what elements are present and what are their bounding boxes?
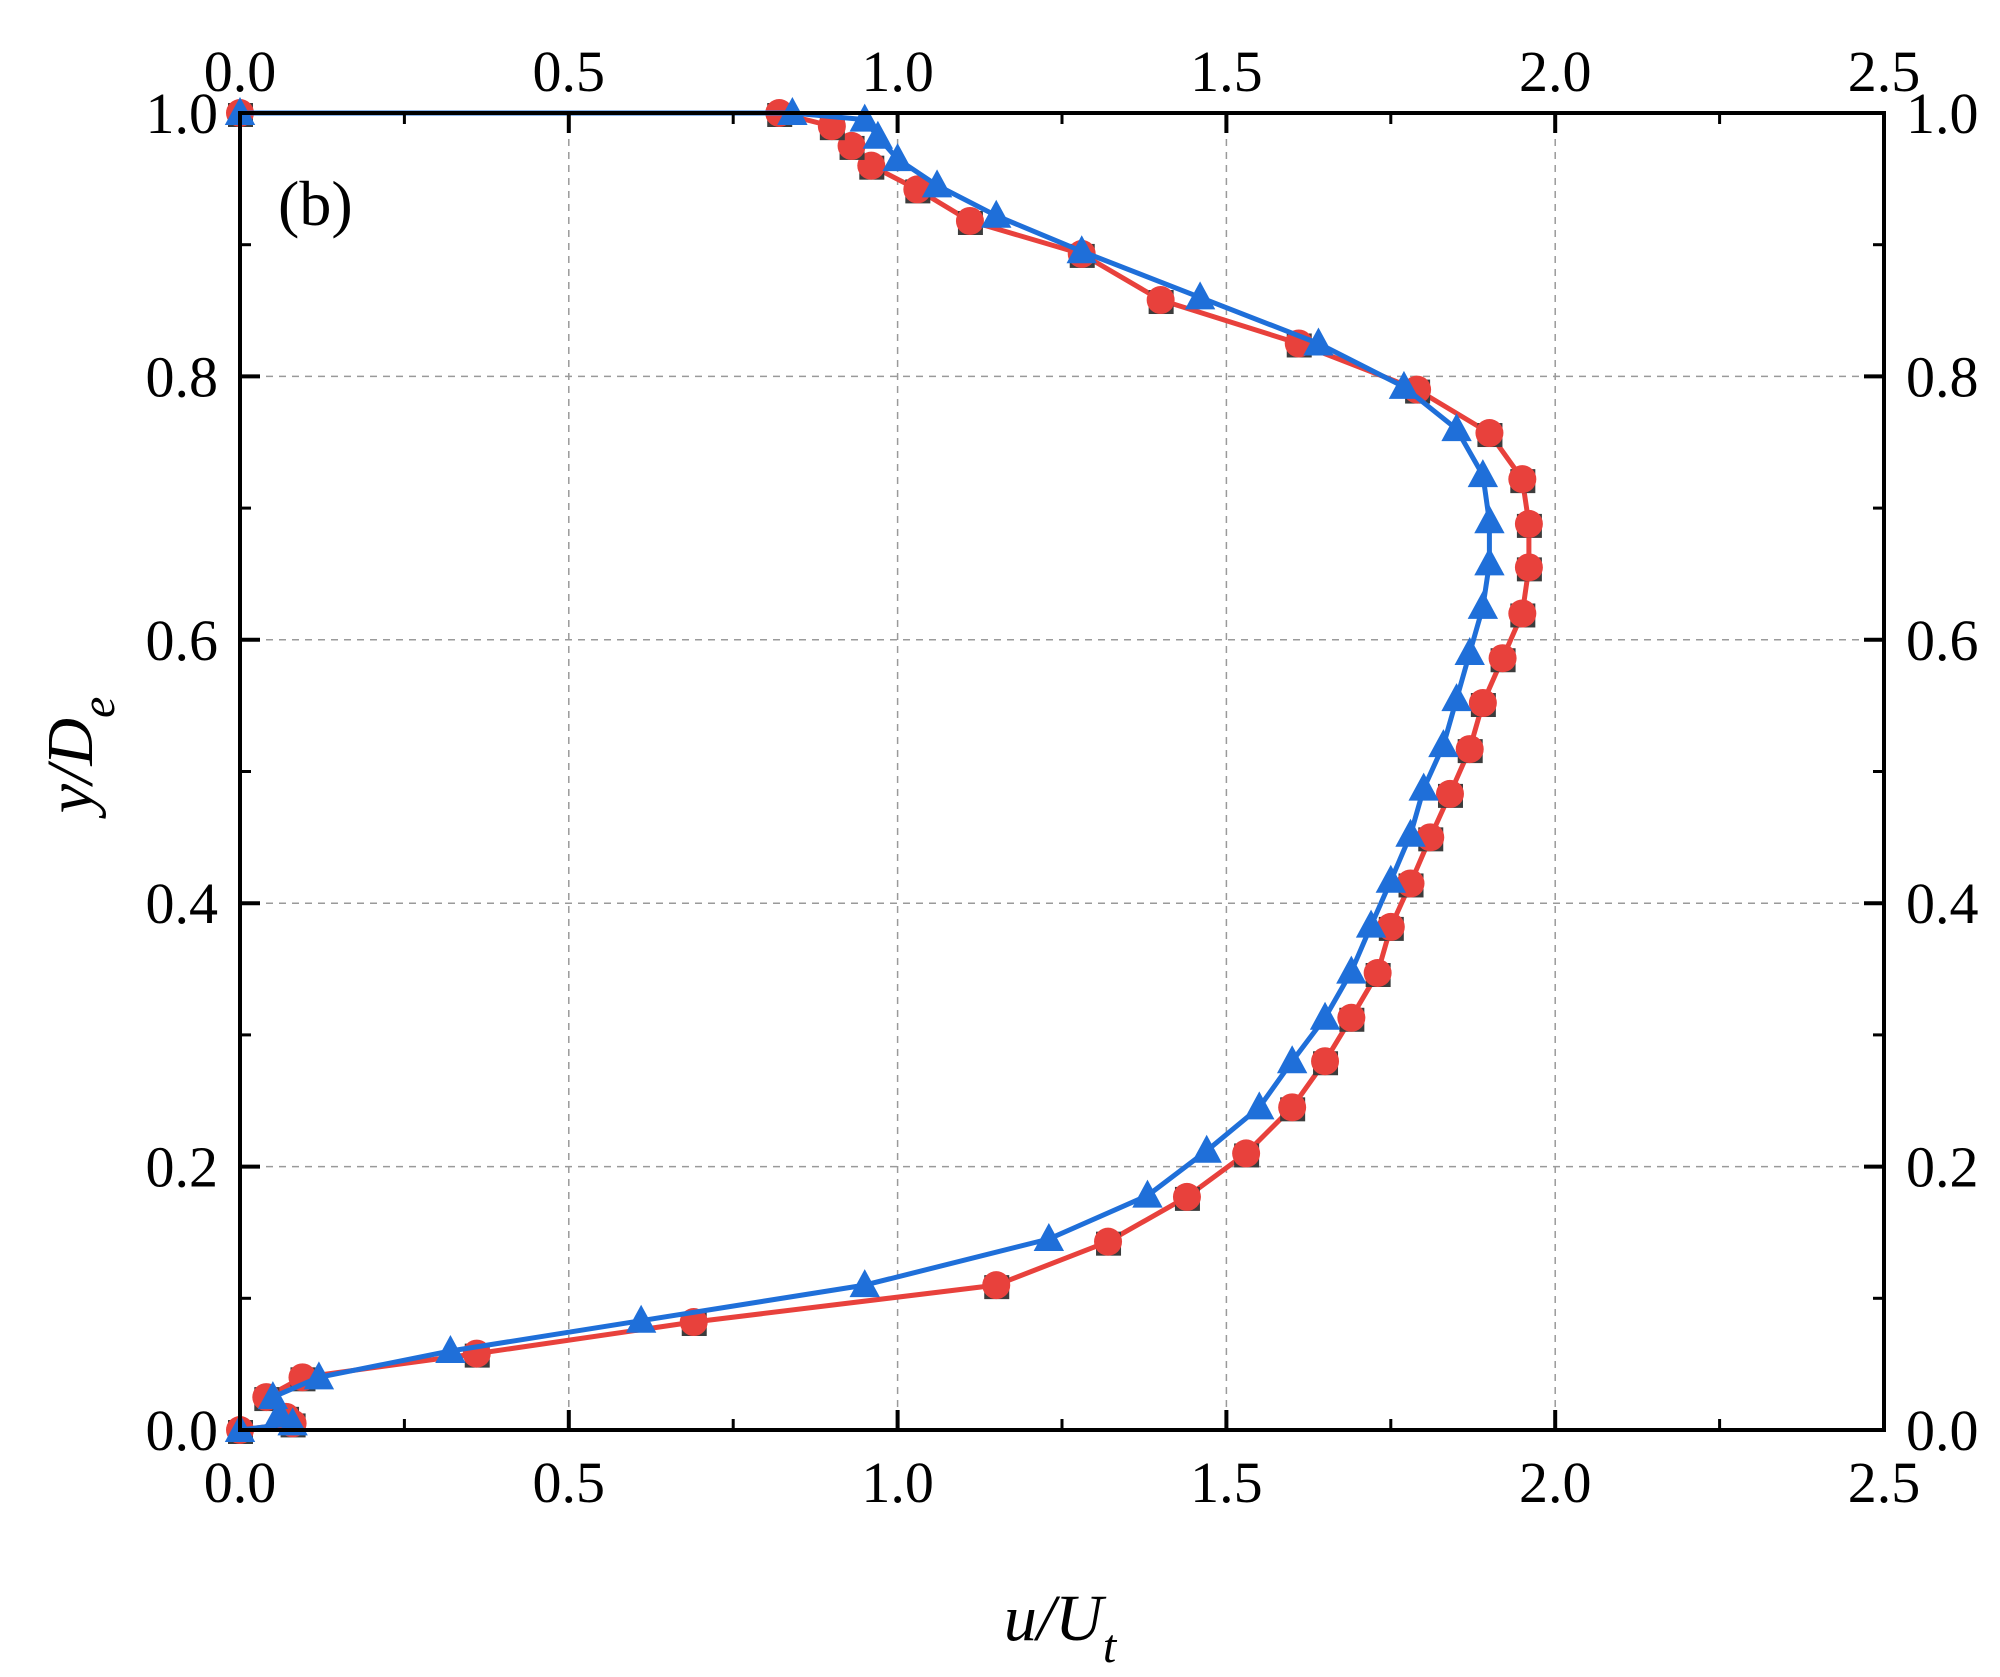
y-tick-label-right: 1.0 — [1906, 81, 1979, 146]
series-2-point — [435, 1334, 466, 1363]
series-2-point — [1244, 1091, 1275, 1120]
series-2-point — [303, 1361, 335, 1390]
y-axis-title-main: y/D — [34, 718, 107, 819]
y-tick-label-left: 0.6 — [146, 608, 219, 673]
y-tick-label-left: 0.8 — [146, 344, 219, 409]
y-axis-title-sub: e — [72, 697, 125, 718]
series-2-point — [1441, 413, 1472, 442]
x-tick-label-bottom: 0.0 — [204, 1450, 277, 1515]
series-2-point — [1191, 1134, 1222, 1163]
grid-layer — [240, 113, 1884, 1430]
tick-layer — [238, 111, 1886, 1432]
x-tick-label-top: 2.5 — [1848, 39, 1921, 104]
x-axis-title-main: u/U — [1004, 1582, 1107, 1655]
x-tick-label-bottom: 1.5 — [1190, 1450, 1263, 1515]
x-tick-label-bottom: 0.5 — [533, 1450, 606, 1515]
series-1-point — [1337, 1003, 1366, 1032]
x-tick-label-top: 2.0 — [1519, 39, 1592, 104]
series-1-point — [1232, 1139, 1261, 1168]
y-tick-label-right: 0.6 — [1906, 608, 1979, 673]
series-2-point — [882, 143, 913, 172]
series-2-point — [1033, 1223, 1065, 1252]
series-1-point — [1435, 779, 1464, 808]
y-tick-label-right: 0.2 — [1906, 1135, 1979, 1200]
y-axis-title: y/De — [34, 697, 125, 820]
y-tick-label-right: 0.4 — [1906, 871, 1979, 936]
series-2-point — [1309, 1001, 1341, 1030]
y-tick-label-right: 0.0 — [1906, 1398, 1979, 1463]
series-2-point — [625, 1304, 657, 1333]
series-2-point — [921, 169, 953, 198]
series-1-point — [1508, 599, 1537, 628]
x-axis-title-sub: t — [1103, 1620, 1118, 1673]
series-1-point — [1094, 1227, 1123, 1256]
series-2-point — [862, 120, 894, 149]
series-1-point — [982, 1271, 1011, 1300]
series-2-point — [257, 1381, 289, 1410]
series-1-point — [955, 206, 984, 235]
y-tick-label-right: 0.8 — [1906, 344, 1979, 409]
series-2-point — [1474, 505, 1505, 534]
series-1-point — [1468, 689, 1497, 718]
series-1 — [226, 99, 1543, 1444]
x-tick-label-bottom: 2.5 — [1848, 1450, 1921, 1515]
y-tick-label-left: 1.0 — [146, 81, 219, 146]
series-2-point — [1441, 683, 1472, 712]
series-2-point — [1276, 1045, 1308, 1074]
series-2-point — [981, 199, 1012, 228]
series-1-point — [1278, 1093, 1307, 1122]
series-1-point — [1488, 644, 1517, 673]
x-tick-label-bottom: 2.0 — [1519, 1450, 1592, 1515]
series-1-point — [1514, 553, 1543, 582]
x-tick-label-top: 1.0 — [861, 39, 934, 104]
series-2-point — [1467, 459, 1499, 488]
series-2-point — [1184, 281, 1216, 310]
series-2-point — [1303, 327, 1334, 356]
label-layer: 0.00.00.50.51.01.01.51.52.02.02.52.50.0 0… — [146, 39, 1979, 1515]
x-tick-label-top: 0.5 — [533, 39, 606, 104]
series-layer — [224, 97, 1543, 1444]
series-2 — [224, 97, 1505, 1442]
series-2-point — [849, 103, 880, 132]
panel-label: (b) — [278, 168, 353, 239]
series-1-point — [1363, 959, 1392, 988]
series-2-point — [1408, 772, 1439, 801]
series-1-point — [1508, 465, 1537, 494]
series-2-line — [239, 110, 1492, 1433]
series-2-point — [1388, 370, 1420, 399]
y-tick-label-left: 0.4 — [146, 871, 219, 936]
series-2-point — [849, 1269, 880, 1298]
series-2-point — [1467, 590, 1499, 619]
series-1-line — [239, 110, 1532, 1433]
series-2-point — [1428, 729, 1459, 758]
y-tick-label-left: 0.0 — [146, 1398, 219, 1463]
series-2-point — [1355, 909, 1387, 938]
y-tick-label-left: 0.2 — [146, 1135, 219, 1200]
series-2-point — [1474, 547, 1505, 576]
series-1-point — [1455, 735, 1484, 764]
x-axis-title: u/Ut — [1004, 1582, 1118, 1673]
x-tick-label-bottom: 1.0 — [861, 1450, 934, 1515]
series-1-point — [1475, 419, 1504, 448]
series-2-point — [1395, 818, 1426, 847]
series-1-point — [1172, 1182, 1201, 1211]
series-2-point — [1375, 864, 1406, 893]
series-1-point — [1311, 1047, 1340, 1076]
x-tick-label-top: 1.5 — [1190, 39, 1263, 104]
series-1-point — [1146, 286, 1175, 315]
series-2-point — [1066, 235, 1097, 264]
series-2-point — [1454, 636, 1485, 665]
series-2-point — [264, 1398, 295, 1427]
series-2-point — [1132, 1179, 1163, 1208]
x-tick-label-top: 0.0 — [204, 39, 277, 104]
series-1-point — [1514, 509, 1543, 538]
series-2-point — [1336, 955, 1367, 984]
